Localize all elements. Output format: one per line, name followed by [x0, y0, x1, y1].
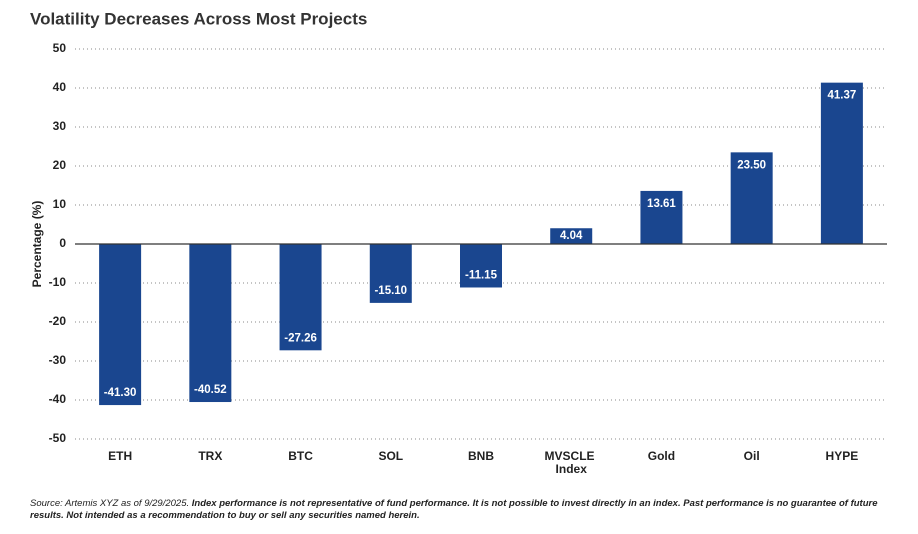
- x-tick-label: Oil: [744, 449, 760, 463]
- x-tick-label: ETH: [108, 449, 132, 463]
- x-tick-label: HYPE: [826, 449, 859, 463]
- bar: [369, 244, 412, 303]
- value-label: -15.10: [374, 285, 407, 297]
- bar: [279, 244, 322, 351]
- disclaimer: Index performance is not representative …: [30, 498, 878, 521]
- y-tick-label: 40: [53, 80, 67, 94]
- y-tick-label: 10: [53, 197, 67, 211]
- chart: Volatility Decreases Across Most Project…: [30, 9, 887, 476]
- bar: [640, 190, 683, 244]
- value-label: -41.30: [104, 387, 137, 399]
- y-axis-label: Percentage (%): [30, 201, 44, 288]
- bar: [460, 244, 502, 288]
- value-label: -27.26: [284, 332, 317, 344]
- value-label: 13.61: [647, 198, 676, 210]
- bar: [820, 82, 863, 244]
- x-tick-label: TRX: [198, 449, 222, 463]
- source-note: Source: Artemis XYZ as of 9/29/2025.: [30, 498, 190, 509]
- y-tick-label: 30: [53, 119, 67, 133]
- y-tick-label: 20: [53, 158, 67, 172]
- x-tick-label-line: MVSCLE: [545, 449, 598, 463]
- bar: [99, 244, 142, 406]
- value-label: 4.04: [560, 230, 583, 242]
- x-tick-label: MVSCLE Index: [545, 449, 598, 476]
- y-tick-label: -10: [49, 275, 67, 289]
- bar: [189, 244, 232, 403]
- y-tick-label: -30: [49, 353, 67, 367]
- x-tick-label: BNB: [468, 449, 494, 463]
- bar: [550, 228, 593, 244]
- x-tick-label: SOL: [378, 449, 403, 463]
- y-tick-label: 50: [53, 41, 67, 55]
- x-tick-label: Gold: [648, 449, 675, 463]
- y-tick-label: -40: [49, 392, 67, 406]
- value-label: 41.37: [827, 90, 856, 102]
- y-tick-label: 0: [59, 236, 66, 250]
- value-label: -11.15: [465, 270, 498, 282]
- bar: [730, 152, 773, 244]
- value-label: 23.50: [737, 159, 766, 171]
- x-tick-label-line: Index: [556, 462, 588, 476]
- y-tick-label: -50: [49, 431, 67, 445]
- y-tick-label: -20: [49, 314, 67, 328]
- x-tick-label: BTC: [288, 449, 313, 463]
- value-label: -40.52: [194, 384, 227, 396]
- chart-title: Volatility Decreases Across Most Project…: [30, 9, 367, 28]
- footnote: Source: Artemis XYZ as of 9/29/2025. Ind…: [30, 498, 890, 522]
